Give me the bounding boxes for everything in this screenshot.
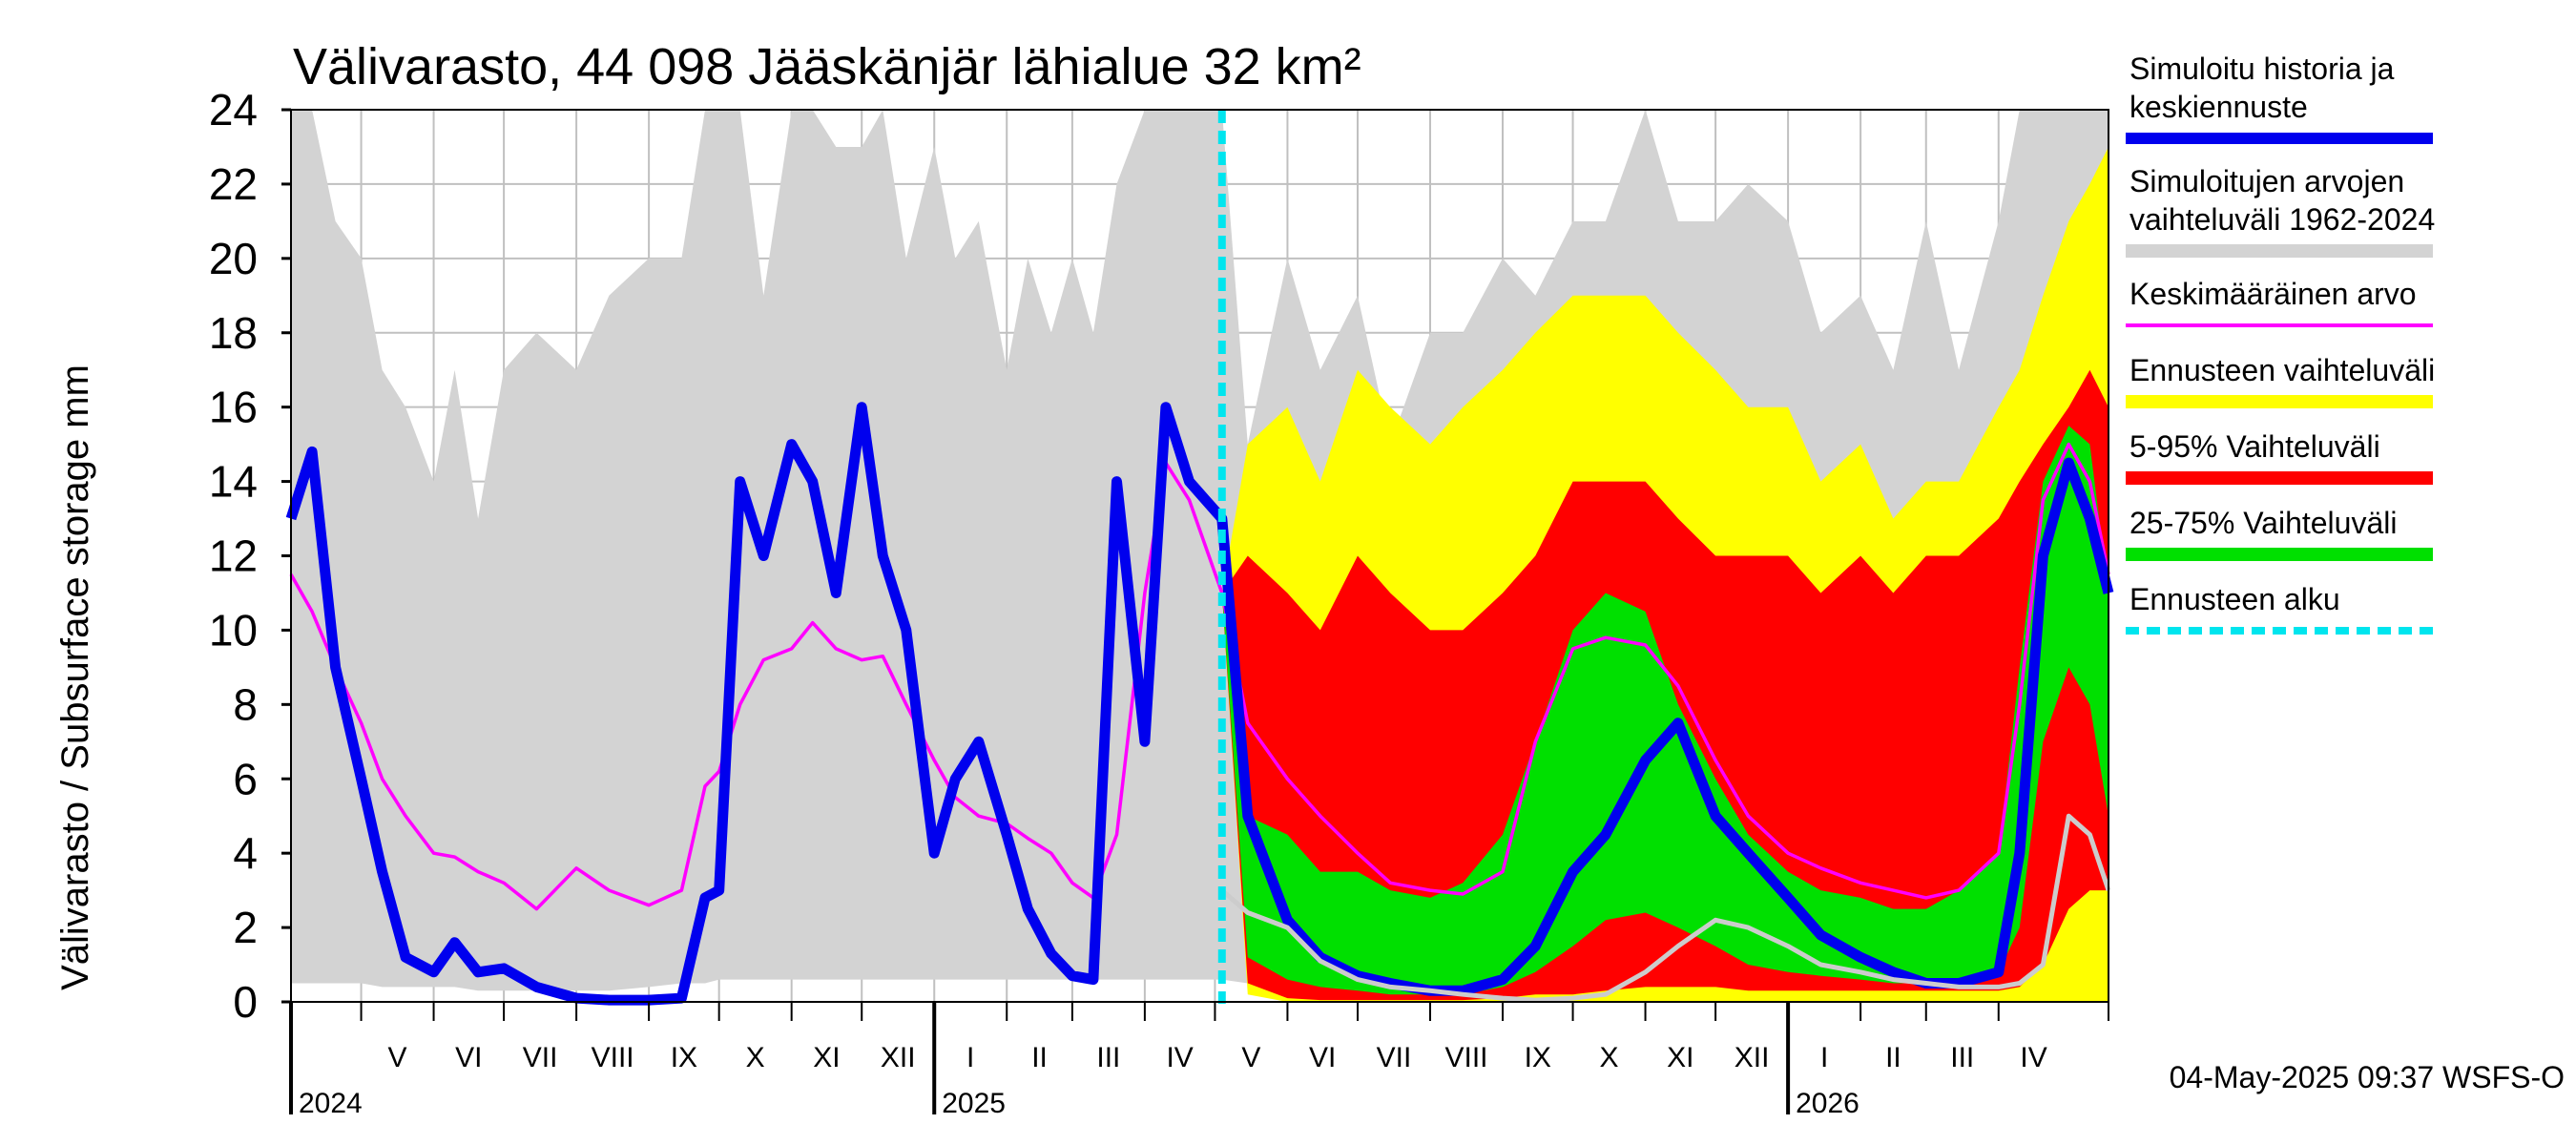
month-label: XII (881, 1042, 916, 1073)
legend-label: vaihteluväli 1962-2024 (2129, 202, 2435, 237)
month-label: II (1031, 1042, 1048, 1073)
month-label: X (746, 1042, 765, 1073)
y-tick-label: 6 (233, 754, 258, 803)
month-label: V (1241, 1042, 1260, 1073)
x-axis: V VI VII VIII IX X XI XII I II III IV V VI VII VIII IX X X… (289, 1002, 2109, 1119)
y-tick-label: 20 (209, 234, 258, 283)
y-tick-label: 2 (233, 903, 258, 952)
month-label: II (1885, 1042, 1901, 1073)
y-tick-label: 8 (233, 679, 258, 729)
legend-label: Keskimääräinen arvo (2129, 277, 2417, 311)
series-3-band (1221, 426, 2109, 995)
footer-timestamp: 04-May-2025 09:37 WSFS-O (2170, 1060, 2565, 1094)
series-6-line (1220, 813, 2111, 1003)
y-tick-label: 12 (209, 531, 258, 581)
month-label: VI (1309, 1042, 1336, 1073)
month-label: I (1820, 1042, 1828, 1073)
month-label: XI (1667, 1042, 1693, 1073)
y-tick-label: 0 (233, 977, 258, 1027)
y-tick-label: 10 (209, 605, 258, 655)
y-tick-label: 14 (209, 457, 258, 507)
y-tick-label: 18 (209, 308, 258, 358)
y-tick-label: 24 (209, 85, 258, 135)
legend-label: Ennusteen vaihteluväli (2129, 353, 2435, 387)
month-label: III (1950, 1042, 1974, 1073)
legend: Simuloitu historia ja keskiennuste Simuloi… (2126, 52, 2435, 635)
month-label: V (388, 1042, 407, 1073)
month-label: VIII (592, 1042, 634, 1073)
month-label: VI (455, 1042, 482, 1073)
month-label: VIII (1444, 1042, 1487, 1073)
y-tick-label: 4 (233, 828, 258, 878)
y-tick-label: 16 (209, 383, 258, 432)
chart-title: Välivarasto, 44 098 Jääskänjär lähialue … (293, 38, 1361, 95)
month-label: VII (1377, 1042, 1412, 1073)
month-label: XII (1735, 1042, 1770, 1073)
series-5-line (285, 402, 2114, 1006)
month-label: I (966, 1042, 974, 1073)
month-label: IV (2020, 1042, 2046, 1073)
y-tick-label: 22 (209, 159, 258, 209)
year-label: 2024 (299, 1088, 363, 1119)
month-label: X (1600, 1042, 1619, 1073)
year-label: 2026 (1796, 1088, 1859, 1119)
plot-area (285, 109, 2114, 1006)
year-label: 2025 (942, 1088, 1006, 1119)
month-label: III (1096, 1042, 1120, 1073)
y-axis-label: Välivarasto / Subsurface storage mm (54, 364, 96, 990)
month-label: IX (1525, 1042, 1551, 1073)
legend-label: Simuloitujen arvojen (2129, 164, 2404, 198)
month-label: IX (671, 1042, 697, 1073)
month-label: VII (523, 1042, 558, 1073)
legend-label: Simuloitu historia ja (2129, 52, 2395, 86)
legend-label: keskiennuste (2129, 90, 2308, 124)
legend-label: 25-75% Vaihteluväli (2129, 506, 2397, 540)
month-label: IV (1166, 1042, 1193, 1073)
legend-label: 5-95% Vaihteluväli (2129, 429, 2380, 464)
month-label: XI (813, 1042, 840, 1073)
legend-label: Ennusteen alku (2129, 582, 2340, 616)
